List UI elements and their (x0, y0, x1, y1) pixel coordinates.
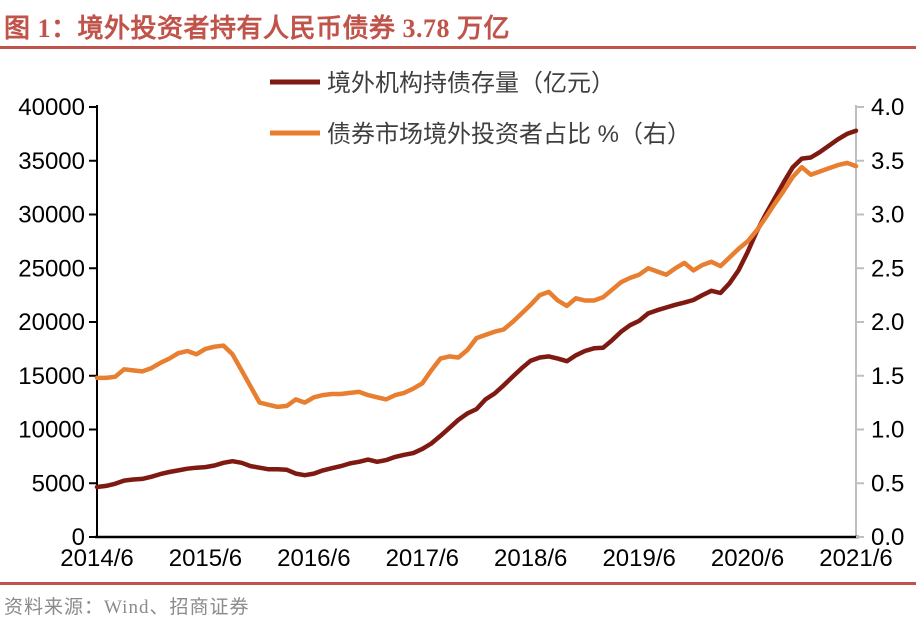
legend-label-1: 境外机构持债存量（亿元） (327, 70, 615, 97)
y-axis-right-label: 2.0 (871, 309, 904, 336)
y-axis-right-label: 4.0 (871, 94, 904, 121)
y-axis-left-label: 40000 (18, 94, 85, 121)
chart-title: 图 1：境外投资者持有人民币债券 3.78 万亿 (4, 14, 511, 43)
y-axis-right-label: 1.5 (871, 363, 904, 390)
x-axis-label: 2018/6 (494, 545, 567, 572)
source-note: 资料来源：Wind、招商证券 (4, 597, 250, 618)
y-axis-left-label: 35000 (18, 148, 85, 175)
y-axis-left-label: 10000 (18, 417, 85, 444)
legend-label-2: 债券市场境外投资者占比 %（右） (327, 121, 691, 148)
series-line-1 (94, 128, 859, 490)
y-axis-left-label: 25000 (18, 255, 85, 282)
y-axis-right-label: 0.5 (871, 470, 904, 497)
x-axis-label: 2014/6 (60, 545, 133, 572)
x-axis-label: 2016/6 (277, 545, 350, 572)
x-axis-label: 2019/6 (602, 545, 675, 572)
y-axis-right-label: 3.0 (871, 202, 904, 229)
y-axis-left-label: 30000 (18, 202, 85, 229)
y-axis-right-label: 1.0 (871, 417, 904, 444)
y-axis-left-label: 15000 (18, 363, 85, 390)
footer-divider (0, 582, 916, 585)
y-axis-right-label: 2.5 (871, 255, 904, 282)
y-axis-left-label: 0 (72, 524, 85, 551)
y-axis-left-label: 20000 (18, 309, 85, 336)
series-line-2 (94, 160, 859, 410)
y-axis-right-label: 3.5 (871, 148, 904, 175)
y-axis-right-label: 0.0 (871, 524, 904, 551)
x-axis-label: 2021/6 (819, 545, 892, 572)
x-axis-label: 2015/6 (169, 545, 242, 572)
x-axis-label: 2017/6 (386, 545, 459, 572)
y-axis-left-label: 5000 (32, 470, 85, 497)
title-divider (0, 46, 916, 49)
x-axis-label: 2020/6 (711, 545, 784, 572)
